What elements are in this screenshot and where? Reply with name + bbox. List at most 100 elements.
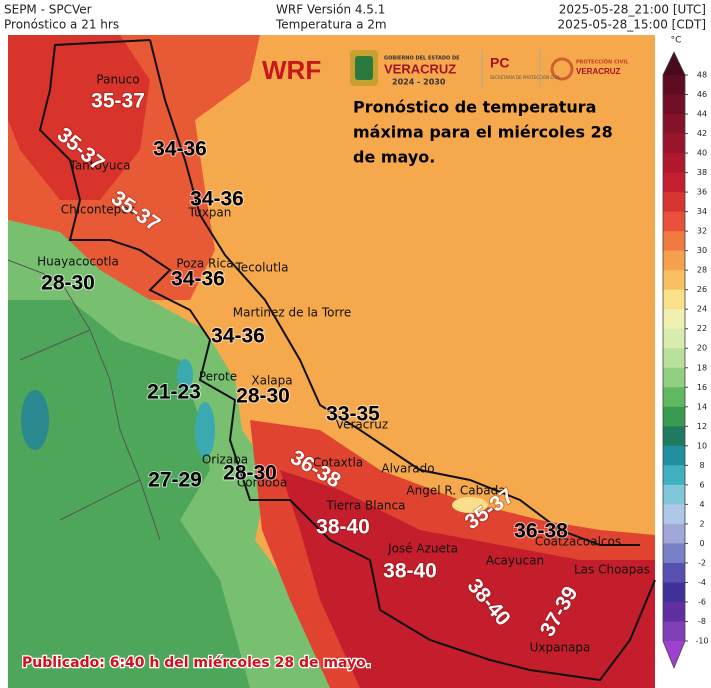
colorbar-segment — [663, 172, 685, 193]
hot-zone — [280, 470, 655, 688]
colorbar-tick-label: 0 — [699, 539, 704, 548]
temperature-range: 28-30 — [223, 462, 277, 485]
colorbar-tick-label: 44 — [697, 110, 707, 119]
cool-zone — [8, 300, 250, 688]
colorbar-tick-label: 48 — [697, 71, 707, 80]
colorbar-segment — [663, 543, 685, 564]
colorbar-segment — [663, 153, 685, 174]
header-text: SEPM - SPCVer — [4, 3, 92, 17]
gov-name: VERACRUZ — [384, 61, 456, 76]
cold-patch — [21, 390, 49, 450]
colorbar-tick-label: 18 — [697, 363, 707, 372]
colorbar-tick-label: 4 — [699, 500, 704, 509]
description: Pronóstico de temperatura — [353, 98, 596, 117]
temperature-range: 34-36 — [153, 138, 207, 161]
colorbar-segment — [663, 133, 685, 154]
colorbar-segment — [663, 94, 685, 115]
place-label: Martinez de la Torre — [233, 306, 352, 320]
place-label: Cotaxtla — [313, 456, 363, 470]
temperature-range: 28-30 — [41, 272, 95, 295]
colorbar-tick-label: 32 — [697, 227, 707, 236]
colorbar-tick-label: 46 — [697, 90, 707, 99]
place-label: Uxpanapa — [530, 641, 591, 655]
shield-inner — [355, 56, 373, 80]
colorbar-segment — [663, 523, 685, 544]
gov-years: 2024 - 2030 — [392, 78, 446, 87]
cold-patch — [195, 402, 215, 458]
colorbar-tick-label: 22 — [697, 324, 707, 333]
colorbar-segment — [663, 621, 685, 642]
colorbar-tick-label: 40 — [697, 149, 707, 158]
place-label: Tecolutla — [235, 261, 289, 275]
description: máxima para el miércoles 28 — [353, 123, 613, 142]
published-note: Publicado: 6:40 h del miércoles 28 de ma… — [22, 655, 371, 671]
colorbar-tick-label: 34 — [697, 207, 707, 216]
pc2-small: PROTECCIÓN CIVIL — [576, 59, 629, 66]
colorbar-segment — [663, 250, 685, 271]
colorbar-unit: °C — [671, 36, 682, 46]
map — [7, 35, 656, 688]
place-label: Huayacocotla — [37, 255, 119, 269]
place-label: José Azueta — [387, 542, 458, 556]
colorbar-tick-label: 12 — [697, 422, 707, 431]
colorbar-segment — [663, 426, 685, 447]
colorbar-segment — [663, 270, 685, 291]
colorbar-segment — [663, 582, 685, 603]
pc2-name: VERACRUZ — [576, 67, 621, 76]
temperature-range: 34-36 — [171, 268, 225, 291]
colorbar-tick-label: 10 — [697, 441, 707, 450]
colorbar-tick-label: 16 — [697, 383, 707, 392]
temperature-range: 38-40 — [383, 560, 437, 583]
hot-zone — [8, 35, 150, 200]
colorbar-arrow — [663, 52, 685, 75]
place-label: Las Choapas — [574, 563, 650, 577]
pc-logo: PC — [490, 55, 509, 71]
place-label: Tuxpan — [188, 206, 232, 220]
colorbar-tick-label: -8 — [698, 617, 706, 626]
colorbar-tick-label: 28 — [697, 266, 707, 275]
model-logo: WRF — [262, 55, 321, 85]
colorbar-segment — [663, 289, 685, 310]
coastal-cool-patch — [452, 497, 488, 513]
colorbar-tick-label: 38 — [697, 168, 707, 177]
state-lines — [7, 259, 161, 541]
temperature-range: 38-40 — [316, 516, 370, 539]
header-text: 2025-05-28_21:00 [UTC] — [559, 3, 706, 17]
temperature-range: 21-23 — [147, 381, 201, 404]
temperature-range: 33-35 — [326, 403, 380, 426]
temperature-range: 34-36 — [211, 325, 265, 348]
place-label: Chicontepec — [61, 203, 136, 217]
colorbar-segment — [663, 211, 685, 232]
colorbar-segment — [663, 504, 685, 525]
colorbar-segment — [663, 465, 685, 486]
colorbar-segment — [663, 231, 685, 252]
pc-sub: SECRETARÍA DE PROTECCIÓN CIVIL — [490, 75, 561, 80]
colorbar-tick-label: -10 — [695, 637, 708, 646]
header-text: 2025-05-28_15:00 [CDT] — [558, 18, 706, 32]
pc-emblem — [550, 57, 574, 81]
colorbar-segment — [663, 309, 685, 330]
colorbar-tick-label: -4 — [698, 578, 706, 587]
description: de mayo. — [353, 148, 435, 167]
colorbar-segment — [663, 328, 685, 349]
place-label: Poza Rica — [176, 257, 233, 271]
place-label: Xalapa — [251, 374, 292, 388]
place-label: Veracruz — [336, 418, 388, 432]
colorbar-tick-label: -6 — [698, 597, 706, 606]
place-label: Tantoyuca — [68, 159, 130, 173]
coastline — [149, 39, 640, 546]
place-label: Orizaba — [202, 453, 248, 467]
colorbar-segment — [663, 387, 685, 408]
header-text: WRF Versión 4.5.1 — [276, 3, 385, 17]
state-border — [38, 39, 656, 682]
colorbar-segment — [663, 75, 685, 96]
colorbar-segment — [663, 445, 685, 466]
colorbar-tick-label: 30 — [697, 246, 707, 255]
place-label: Cordoba — [237, 476, 287, 490]
colorbar-tick-label: 24 — [697, 305, 707, 314]
place-label: Alvarado — [381, 462, 434, 476]
colorbar-segment — [663, 192, 685, 213]
place-label: Angel R. Cabada — [406, 484, 505, 498]
colorbar-tick-label: 14 — [697, 402, 707, 411]
colorbar-tick-label: 20 — [697, 344, 707, 353]
